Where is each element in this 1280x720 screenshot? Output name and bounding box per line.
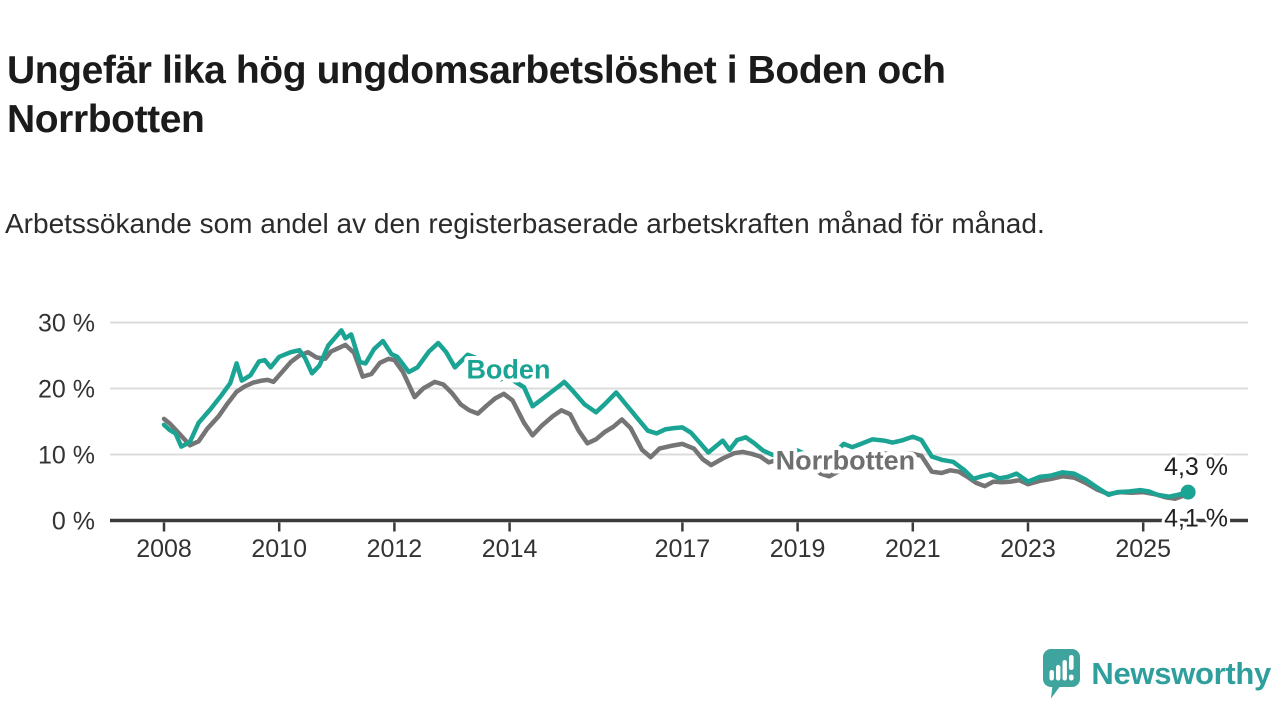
- y-axis-tick-label: 0 %: [52, 508, 95, 536]
- series-line-boden: [161, 328, 1191, 499]
- x-axis-tick-label: 2010: [251, 535, 307, 563]
- x-axis-tick-label: 2012: [367, 535, 423, 563]
- x-axis-tick-label: 2008: [136, 535, 192, 563]
- series-end-dot-boden: [1180, 484, 1196, 500]
- chart-title: Ungefär lika hög ungdomsarbetslöshet i B…: [7, 49, 946, 142]
- series-label-boden: Boden: [466, 354, 550, 384]
- x-axis-tick-label: 2023: [1000, 535, 1056, 563]
- series-label-norrbotten: Norrbotten: [776, 445, 915, 475]
- x-axis-tick-label: 2017: [655, 535, 711, 563]
- end-value-label-boden: 4,3 %: [1164, 453, 1228, 481]
- x-axis-tick-label: 2025: [1115, 535, 1171, 563]
- x-axis-tick-label: 2019: [770, 535, 826, 563]
- y-axis-tick-label: 10 %: [38, 442, 95, 470]
- x-axis-tick-label: 2014: [482, 535, 538, 563]
- y-axis-tick-label: 20 %: [38, 376, 95, 404]
- newsworthy-logo-text: Newsworthy: [1091, 656, 1271, 691]
- bar-chart-speech-bubble-icon: [1043, 649, 1081, 699]
- end-value-label-norrbotten: 4,1 %: [1164, 504, 1228, 532]
- newsworthy-logo[interactable]: Newsworthy: [1042, 646, 1271, 702]
- y-axis-tick-label: 30 %: [38, 310, 95, 338]
- chart-subtitle: Arbetssökande som andel av den registerb…: [5, 208, 1045, 239]
- x-axis-tick-label: 2021: [885, 535, 941, 563]
